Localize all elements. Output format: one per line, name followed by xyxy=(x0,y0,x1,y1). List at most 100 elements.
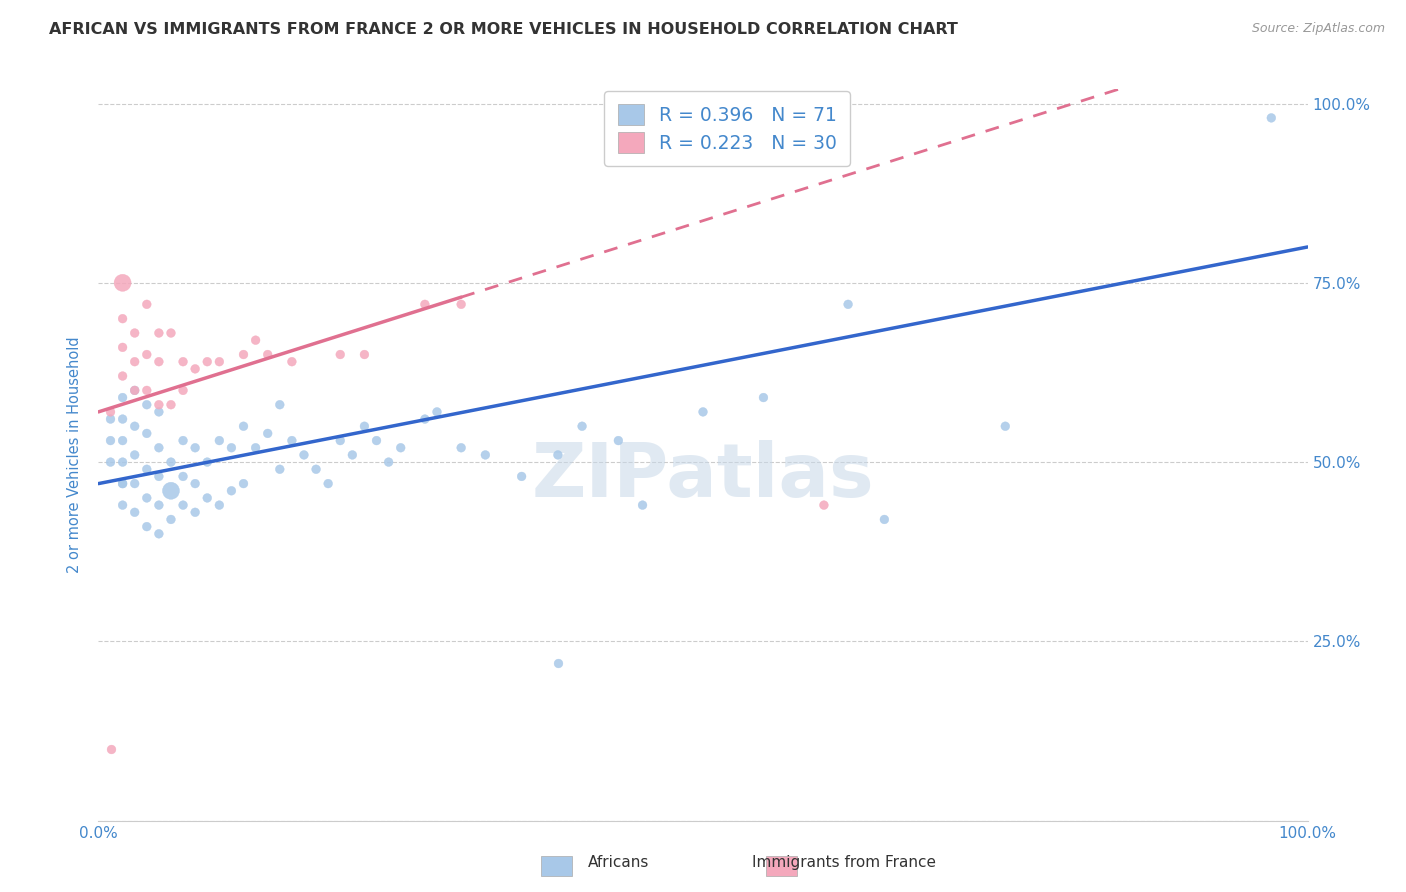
Point xyxy=(124,476,146,491)
Point xyxy=(111,391,134,405)
Point xyxy=(135,462,157,476)
Point xyxy=(571,419,593,434)
Point xyxy=(124,448,146,462)
Point xyxy=(160,455,183,469)
Point xyxy=(111,276,134,290)
Point xyxy=(692,405,714,419)
Point xyxy=(184,505,207,519)
Point xyxy=(547,656,569,670)
Point xyxy=(148,441,170,455)
Point xyxy=(195,354,218,368)
Point xyxy=(100,405,122,419)
Point xyxy=(124,419,146,434)
Point xyxy=(148,498,170,512)
Text: Africans: Africans xyxy=(588,855,650,870)
Point xyxy=(160,512,183,526)
Point xyxy=(148,398,170,412)
Point xyxy=(305,462,328,476)
Point xyxy=(353,347,375,361)
Point xyxy=(135,297,157,311)
Point xyxy=(184,476,207,491)
Point xyxy=(184,441,207,455)
Point xyxy=(111,340,134,354)
Point xyxy=(329,434,352,448)
Point xyxy=(450,297,472,311)
Point xyxy=(256,426,278,441)
Point xyxy=(111,498,134,512)
Point xyxy=(100,742,122,756)
Point xyxy=(426,405,449,419)
Point xyxy=(256,347,278,361)
Point xyxy=(124,384,146,398)
Point xyxy=(837,297,859,311)
Point xyxy=(281,434,304,448)
Point xyxy=(111,434,134,448)
Point xyxy=(245,333,267,347)
Point xyxy=(547,448,569,462)
Point xyxy=(245,441,267,455)
Point xyxy=(195,455,218,469)
Point xyxy=(413,297,436,311)
Point xyxy=(607,434,630,448)
Point xyxy=(1260,111,1282,125)
Point xyxy=(148,405,170,419)
Point xyxy=(124,505,146,519)
Point xyxy=(221,441,243,455)
Point xyxy=(316,476,339,491)
Point xyxy=(172,469,194,483)
Point xyxy=(135,384,157,398)
Point xyxy=(366,434,388,448)
Point xyxy=(124,326,146,340)
Point xyxy=(232,476,254,491)
Point xyxy=(813,498,835,512)
Point xyxy=(232,347,254,361)
Point xyxy=(172,384,194,398)
Point xyxy=(631,498,654,512)
Point xyxy=(135,426,157,441)
Point xyxy=(377,455,399,469)
Point xyxy=(342,448,364,462)
Point xyxy=(100,412,122,426)
Legend: R = 0.396   N = 71, R = 0.223   N = 30: R = 0.396 N = 71, R = 0.223 N = 30 xyxy=(605,91,849,166)
Point xyxy=(111,412,134,426)
Point xyxy=(172,354,194,368)
Point xyxy=(135,519,157,533)
Point xyxy=(413,412,436,426)
Point xyxy=(111,311,134,326)
Point xyxy=(148,526,170,541)
Point xyxy=(269,462,291,476)
Point xyxy=(208,498,231,512)
Point xyxy=(281,354,304,368)
Point xyxy=(208,354,231,368)
Point xyxy=(353,419,375,434)
Point xyxy=(172,498,194,512)
Text: AFRICAN VS IMMIGRANTS FROM FRANCE 2 OR MORE VEHICLES IN HOUSEHOLD CORRELATION CH: AFRICAN VS IMMIGRANTS FROM FRANCE 2 OR M… xyxy=(49,22,957,37)
Point xyxy=(135,398,157,412)
Point xyxy=(873,512,896,526)
Point xyxy=(172,434,194,448)
Point xyxy=(269,398,291,412)
Point xyxy=(184,362,207,376)
Point xyxy=(148,469,170,483)
Point xyxy=(148,326,170,340)
Text: ZIPatlas: ZIPatlas xyxy=(531,441,875,514)
Y-axis label: 2 or more Vehicles in Household: 2 or more Vehicles in Household xyxy=(67,336,83,574)
Point xyxy=(135,347,157,361)
Point xyxy=(208,434,231,448)
Point xyxy=(111,476,134,491)
Point xyxy=(160,326,183,340)
Point xyxy=(160,483,183,498)
Text: Immigrants from France: Immigrants from France xyxy=(752,855,935,870)
Point xyxy=(994,419,1017,434)
Point xyxy=(124,354,146,368)
Point xyxy=(160,398,183,412)
Point xyxy=(221,483,243,498)
Point xyxy=(111,476,134,491)
Point xyxy=(450,441,472,455)
Point xyxy=(124,384,146,398)
Point xyxy=(148,354,170,368)
Point xyxy=(329,347,352,361)
Point xyxy=(232,419,254,434)
Text: Source: ZipAtlas.com: Source: ZipAtlas.com xyxy=(1251,22,1385,36)
Point xyxy=(195,491,218,505)
